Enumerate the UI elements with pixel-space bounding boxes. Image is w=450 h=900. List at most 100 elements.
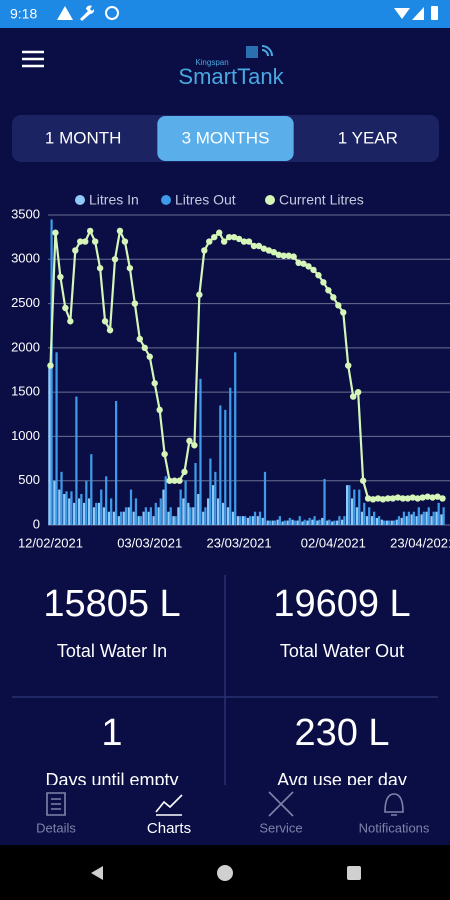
bar bbox=[385, 520, 388, 525]
bar bbox=[291, 519, 294, 525]
line-point bbox=[47, 362, 54, 369]
bar bbox=[343, 516, 346, 525]
line-point bbox=[419, 494, 426, 501]
line-point bbox=[265, 247, 273, 254]
line-point bbox=[250, 242, 258, 250]
line-point bbox=[82, 238, 89, 245]
line-point bbox=[67, 318, 74, 325]
line-point bbox=[181, 468, 188, 476]
bar bbox=[281, 521, 284, 525]
bar bbox=[182, 498, 185, 525]
line-point bbox=[186, 437, 193, 445]
tab-selected[interactable] bbox=[157, 116, 294, 161]
bar bbox=[241, 516, 245, 525]
bar bbox=[258, 511, 262, 525]
bar bbox=[353, 489, 356, 525]
bar bbox=[425, 511, 428, 525]
line-point bbox=[201, 247, 208, 254]
bar bbox=[415, 516, 418, 525]
bar bbox=[149, 507, 152, 525]
bar bbox=[68, 498, 71, 525]
bar bbox=[336, 520, 339, 525]
line-point bbox=[220, 238, 228, 245]
bar bbox=[219, 405, 222, 525]
tab-label[interactable]: 1 YEAR bbox=[338, 128, 398, 147]
legend-label: Litres In bbox=[89, 192, 139, 208]
x-tick-label: 02/04/2021 bbox=[301, 535, 366, 550]
signal-icon bbox=[412, 7, 424, 20]
y-tick-label: 2500 bbox=[11, 295, 40, 310]
nav-icon[interactable] bbox=[46, 792, 66, 816]
bar bbox=[172, 516, 175, 525]
nav-label[interactable]: Charts bbox=[147, 820, 191, 837]
bar bbox=[70, 491, 73, 525]
bar bbox=[355, 507, 359, 525]
bar bbox=[430, 516, 433, 525]
line-point bbox=[96, 264, 104, 272]
line-point bbox=[245, 238, 253, 245]
app-title: SmartTank bbox=[178, 64, 284, 89]
wifi-icon bbox=[394, 8, 410, 19]
line-point bbox=[156, 406, 163, 414]
bar bbox=[422, 511, 425, 525]
menu-button[interactable] bbox=[22, 50, 44, 68]
tab-label[interactable]: 3 MONTHS bbox=[182, 128, 270, 147]
line-point bbox=[260, 245, 268, 252]
nav-label[interactable]: Details bbox=[36, 820, 76, 835]
line-point bbox=[211, 233, 218, 241]
line-point bbox=[101, 318, 109, 325]
bar bbox=[119, 511, 123, 525]
bar bbox=[395, 519, 398, 525]
stat-label: Total Water In bbox=[57, 641, 167, 661]
legend-marker bbox=[161, 195, 171, 205]
bar bbox=[55, 352, 58, 525]
bar bbox=[311, 519, 314, 525]
wrench-icon bbox=[80, 5, 95, 21]
bar bbox=[261, 517, 264, 525]
line-point bbox=[364, 495, 372, 502]
bar bbox=[373, 511, 376, 525]
line-point bbox=[255, 242, 263, 250]
line-point bbox=[315, 272, 322, 279]
bar bbox=[427, 507, 430, 525]
legend-label: Current Litres bbox=[279, 192, 364, 208]
bar bbox=[296, 520, 299, 525]
nav-label[interactable]: Notifications bbox=[359, 820, 430, 835]
line-point bbox=[77, 238, 84, 245]
stat-label: Days until empty bbox=[45, 770, 178, 790]
line-point bbox=[176, 477, 183, 484]
bar bbox=[80, 494, 83, 525]
status-time: 9:18 bbox=[10, 6, 37, 22]
stat-value: 19609 L bbox=[273, 583, 410, 625]
tab-label[interactable]: 1 MONTH bbox=[45, 128, 122, 147]
line-point bbox=[310, 266, 317, 274]
nav-icon[interactable] bbox=[155, 794, 183, 816]
bar bbox=[288, 517, 291, 525]
bar bbox=[159, 498, 162, 525]
bar bbox=[184, 480, 187, 525]
bar bbox=[318, 519, 321, 525]
line-point bbox=[121, 238, 129, 245]
line-point bbox=[116, 227, 124, 235]
bar bbox=[229, 387, 232, 525]
home-button[interactable] bbox=[217, 865, 233, 881]
bar bbox=[75, 396, 78, 525]
line-point bbox=[335, 302, 342, 309]
line-point bbox=[136, 335, 144, 343]
nav-icon[interactable] bbox=[384, 793, 404, 816]
recents-button[interactable] bbox=[347, 866, 361, 880]
bar bbox=[271, 520, 274, 525]
nav-icon[interactable] bbox=[268, 791, 294, 817]
bar bbox=[224, 409, 227, 525]
nav-label[interactable]: Service bbox=[259, 820, 302, 835]
stat-label: Total Water Out bbox=[280, 641, 404, 661]
line-point bbox=[72, 247, 79, 254]
line-point bbox=[86, 227, 94, 235]
back-button[interactable] bbox=[91, 866, 103, 880]
bar bbox=[345, 485, 349, 525]
bar bbox=[97, 502, 101, 525]
line-point bbox=[305, 263, 312, 270]
bar bbox=[105, 476, 108, 525]
bar bbox=[306, 520, 309, 525]
bar bbox=[283, 520, 286, 525]
